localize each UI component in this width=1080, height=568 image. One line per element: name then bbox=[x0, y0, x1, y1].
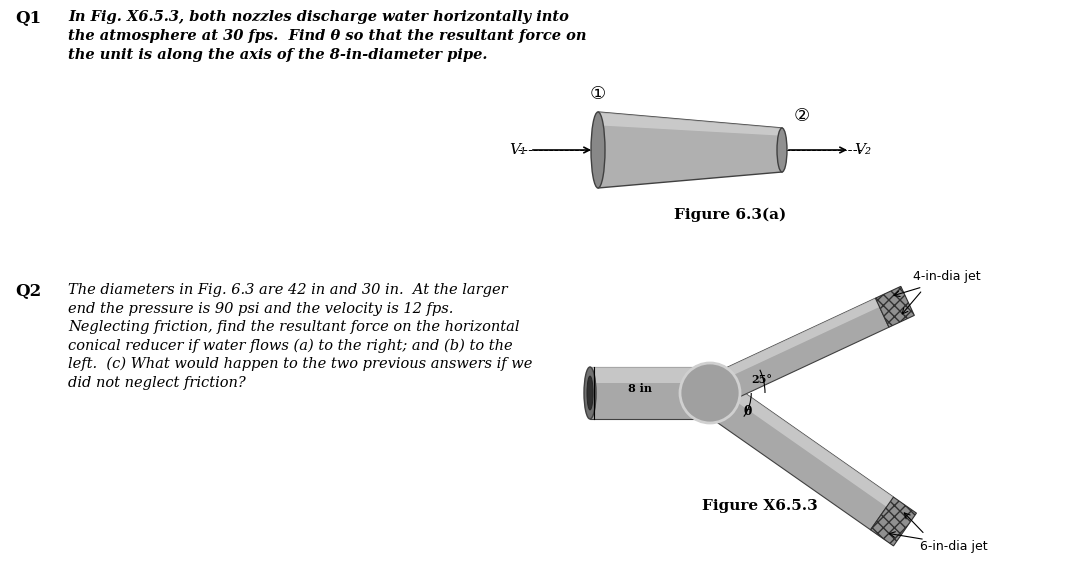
Text: conical reducer if water flows (a) to the right; and (b) to the: conical reducer if water flows (a) to th… bbox=[68, 339, 513, 353]
Ellipse shape bbox=[777, 128, 787, 172]
Text: Q1: Q1 bbox=[15, 10, 41, 27]
Text: the atmosphere at 30 fps.  Find θ so that the resultant force on: the atmosphere at 30 fps. Find θ so that… bbox=[68, 29, 586, 43]
Polygon shape bbox=[598, 112, 782, 136]
Text: θ: θ bbox=[743, 405, 752, 418]
Text: 25°: 25° bbox=[752, 374, 772, 385]
Text: V₂: V₂ bbox=[854, 143, 872, 157]
Text: ①: ① bbox=[590, 85, 606, 103]
Polygon shape bbox=[703, 298, 889, 407]
Polygon shape bbox=[870, 497, 917, 546]
Text: ②: ② bbox=[794, 107, 810, 125]
Text: 6-in-dia jet: 6-in-dia jet bbox=[920, 540, 987, 553]
Text: left.  (c) What would happen to the two previous answers if we: left. (c) What would happen to the two p… bbox=[68, 357, 532, 371]
Text: Figure X6.5.3: Figure X6.5.3 bbox=[702, 499, 818, 513]
Polygon shape bbox=[715, 377, 893, 507]
Text: In Fig. X6.5.3, both nozzles discharge water horizontally into: In Fig. X6.5.3, both nozzles discharge w… bbox=[68, 10, 569, 24]
Polygon shape bbox=[699, 377, 893, 530]
Ellipse shape bbox=[584, 367, 596, 419]
Text: did not neglect friction?: did not neglect friction? bbox=[68, 375, 246, 390]
Polygon shape bbox=[598, 112, 782, 188]
Text: end the pressure is 90 psi and the velocity is 12 fps.: end the pressure is 90 psi and the veloc… bbox=[68, 302, 454, 315]
Circle shape bbox=[680, 363, 740, 423]
Polygon shape bbox=[590, 367, 710, 383]
Text: the unit is along the axis of the 8-in-diameter pipe.: the unit is along the axis of the 8-in-d… bbox=[68, 48, 487, 62]
Text: Neglecting friction, find the resultant force on the horizontal: Neglecting friction, find the resultant … bbox=[68, 320, 519, 334]
Ellipse shape bbox=[591, 112, 605, 188]
Polygon shape bbox=[703, 298, 879, 387]
Text: 8 in: 8 in bbox=[627, 383, 652, 395]
Text: Q2: Q2 bbox=[15, 283, 41, 300]
Text: Figure 6.3(a): Figure 6.3(a) bbox=[674, 208, 786, 223]
Text: The diameters in Fig. 6.3 are 42 in and 30 in.  At the larger: The diameters in Fig. 6.3 are 42 in and … bbox=[68, 283, 508, 297]
Polygon shape bbox=[590, 367, 710, 419]
Text: 4-in-dia jet: 4-in-dia jet bbox=[913, 270, 981, 283]
Polygon shape bbox=[876, 286, 915, 327]
Ellipse shape bbox=[588, 376, 593, 410]
Text: V₁: V₁ bbox=[509, 143, 526, 157]
